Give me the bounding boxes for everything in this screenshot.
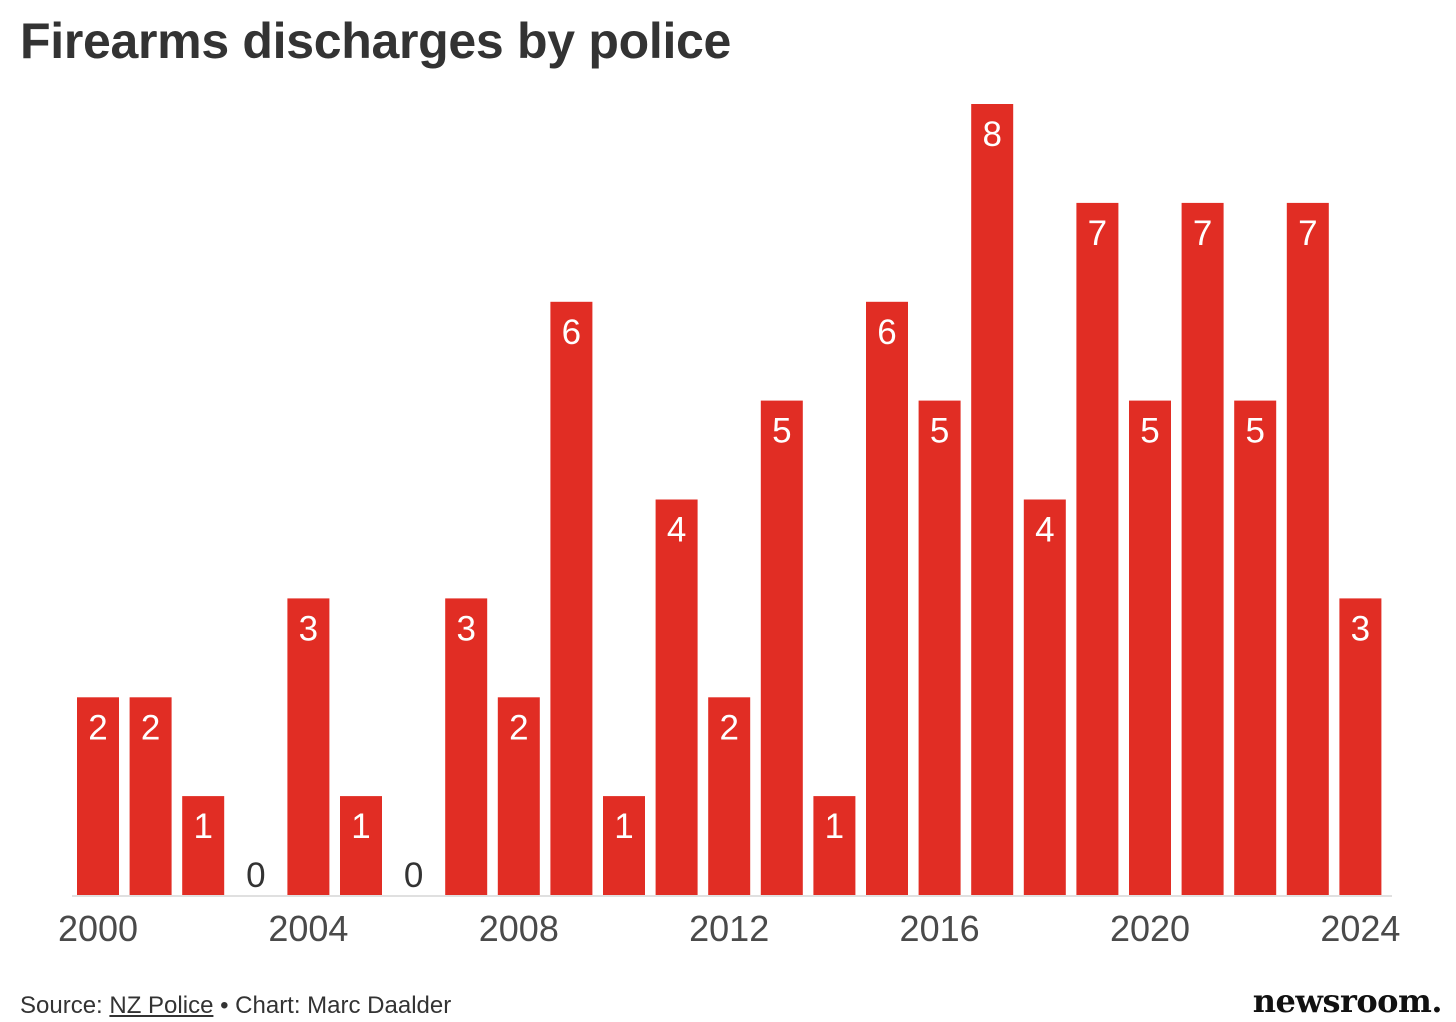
bar-2014 <box>813 796 856 895</box>
x-axis-ticks: 2000 2004 2008 2012 2016 2020 2024 <box>58 908 1400 949</box>
value-label-2006: 0 <box>404 856 423 895</box>
bar-2011 <box>655 499 698 895</box>
chart-title: Firearms discharges by police <box>20 13 732 69</box>
value-label-2024: 3 <box>1351 609 1370 648</box>
value-label-2017: 8 <box>982 115 1001 154</box>
bar-2008 <box>497 697 540 896</box>
value-label-2015: 6 <box>877 313 896 352</box>
value-label-2011: 4 <box>667 511 686 550</box>
x-tick-2024: 2024 <box>1320 908 1400 949</box>
value-label-2003: 0 <box>246 856 265 895</box>
value-label-2020: 5 <box>1140 412 1159 451</box>
bar-2017 <box>971 104 1014 895</box>
value-label-2007: 3 <box>456 609 475 648</box>
value-label-2019: 7 <box>1088 214 1107 253</box>
value-label-2008: 2 <box>509 708 528 747</box>
bar-2022 <box>1234 400 1277 895</box>
bar-2004 <box>287 598 330 895</box>
bar-2012 <box>708 697 751 896</box>
value-label-2023: 7 <box>1298 214 1317 253</box>
value-label-2001: 2 <box>141 708 160 747</box>
value-label-2010: 1 <box>614 807 633 846</box>
bar-2000 <box>77 697 119 896</box>
newsroom-logo: newsroom. <box>1252 982 1443 1020</box>
bar-2010 <box>603 796 645 895</box>
bar-2005 <box>340 796 382 895</box>
x-tick-2004: 2004 <box>268 908 348 949</box>
chart-credit: • Chart: Marc Daalder <box>213 992 452 1019</box>
source-credit: Source: NZ Police • Chart: Marc Daalder <box>20 992 451 1020</box>
bar-2024 <box>1339 598 1382 895</box>
source-link[interactable]: NZ Police <box>109 992 214 1019</box>
x-tick-2020: 2020 <box>1110 908 1190 949</box>
value-label-2018: 4 <box>1035 511 1054 550</box>
value-label-2014: 1 <box>825 807 844 846</box>
value-label-2021: 7 <box>1193 214 1212 253</box>
bar-2015 <box>866 301 908 896</box>
value-label-2000: 2 <box>88 708 107 747</box>
bar-2007 <box>445 598 488 895</box>
value-label-2016: 5 <box>930 412 949 451</box>
source-prefix: Source: <box>20 992 110 1019</box>
bars-group <box>77 104 1382 896</box>
bar-2001 <box>129 697 172 896</box>
x-tick-2008: 2008 <box>479 908 559 949</box>
bar-2019 <box>1076 202 1119 895</box>
bar-2009 <box>550 301 593 896</box>
bar-2002 <box>182 796 225 895</box>
bar-2023 <box>1286 202 1329 895</box>
value-label-2005: 1 <box>351 807 370 846</box>
bar-2016 <box>918 400 961 895</box>
value-label-2012: 2 <box>719 708 738 747</box>
bar-2021 <box>1181 202 1224 895</box>
x-tick-2012: 2012 <box>689 908 769 949</box>
bar-2018 <box>1023 499 1066 895</box>
bar-2020 <box>1129 400 1171 895</box>
value-label-2009: 6 <box>562 313 581 352</box>
x-tick-2016: 2016 <box>900 908 980 949</box>
value-label-2022: 5 <box>1245 412 1264 451</box>
x-tick-2000: 2000 <box>58 908 138 949</box>
bar-2013 <box>760 400 803 895</box>
value-label-2004: 3 <box>299 609 318 648</box>
value-label-2013: 5 <box>772 412 791 451</box>
value-label-2002: 1 <box>193 807 212 846</box>
